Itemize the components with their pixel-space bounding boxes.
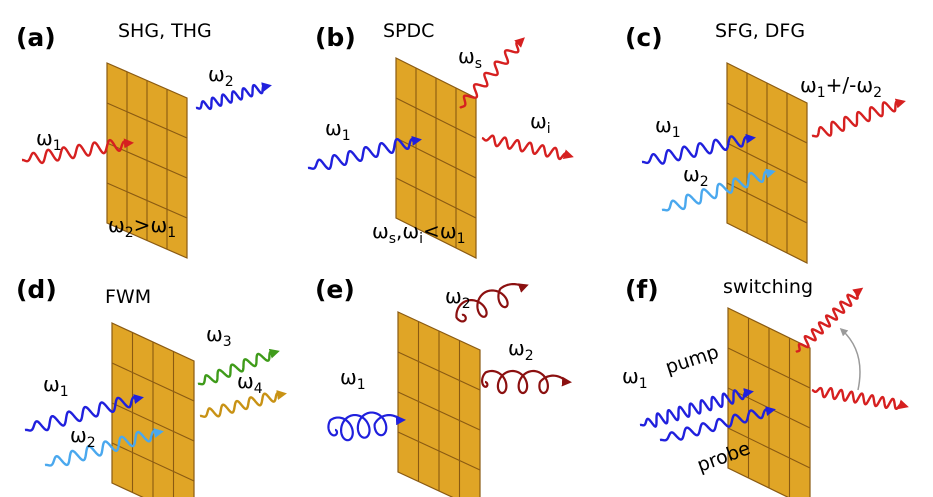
panel-label: (e) (315, 275, 355, 304)
output-label: ω1+/-ω2 (800, 73, 882, 101)
signal-output-wave (459, 37, 525, 109)
signal-label: ωs (458, 44, 482, 72)
metasurface-plate (111, 322, 195, 497)
omega4-label: ω4 (237, 369, 263, 397)
omega2-label: ω2 (70, 423, 96, 451)
pump-label: pump (663, 341, 722, 379)
omega3-output-wave (197, 348, 280, 386)
panel-label: (b) (315, 23, 356, 52)
omega2-helical-output-right (481, 369, 572, 395)
panel-f: (f) switching ω1 pump probe (622, 275, 909, 497)
omega2-top-label: ω2 (445, 284, 471, 312)
plate-grid-line (111, 442, 195, 482)
omega2-helical-output-top (455, 283, 529, 323)
metasurface-plate (727, 307, 811, 497)
panel-title: FWM (105, 286, 151, 308)
omega2-label: ω2 (683, 162, 709, 190)
idler-label: ωi (530, 109, 551, 137)
plate-grid-line (726, 182, 808, 224)
panel-c: (c) SFG, DFG ω1 ω2 ω1+/-ω2 (625, 20, 906, 264)
pump-input-wave (307, 135, 422, 171)
metasurface-plate (106, 62, 188, 259)
omega1-input-wave (24, 394, 144, 432)
panel-d: (d) FWM ω1 ω2 ω3 ω4 (16, 275, 287, 497)
switched-output-right (811, 386, 909, 410)
panel-b: (b) SPDC ωs ωi ω1 ωs,ωi<ω1 (307, 20, 574, 259)
omega2-right-label: ω2 (508, 336, 534, 364)
omega4-output-wave (199, 390, 287, 418)
plate-grid-line (727, 427, 811, 469)
omega3-label: ω3 (206, 322, 232, 350)
omega1-label: ω1 (36, 126, 62, 154)
idler-output-wave (481, 134, 574, 161)
omega1-label: ω1 (655, 113, 681, 141)
pump-input-wave (639, 388, 754, 428)
panel-title: SHG, THG (118, 20, 212, 42)
panel-a: (a) SHG, THG ω1 ω2 ω2>ω1 (16, 20, 272, 259)
pump-label: ω1 (325, 116, 351, 144)
plate-grid-line (111, 402, 195, 442)
switching-curved-arrow (839, 327, 861, 391)
omega2-input-wave (44, 428, 164, 467)
panel-label: (c) (625, 23, 663, 52)
omega1-label: ω1 (43, 372, 69, 400)
panel-title: SPDC (383, 20, 434, 42)
metasurface-plate (726, 62, 808, 264)
plate-grid-line (395, 177, 477, 219)
omega1-input-wave (21, 138, 134, 165)
omega1-input-wave (641, 133, 756, 165)
omega2-input-wave (661, 168, 776, 212)
condition-label: ω2>ω1 (108, 213, 176, 241)
plate-grid-line (397, 391, 481, 431)
panel-title: SFG, DFG (715, 20, 805, 42)
panel-label: (f) (625, 275, 659, 304)
panel-title: switching (723, 276, 813, 298)
metasurface-plate (395, 57, 477, 259)
sum-output-wave (811, 98, 906, 138)
panel-e: (e) ω1 ω2 ω2 (315, 275, 572, 497)
omega2-label: ω2 (208, 62, 234, 90)
omega1-label: ω1 (622, 364, 648, 392)
panel-label: (d) (16, 275, 57, 304)
condition-label: ωs,ωi<ω1 (372, 219, 465, 247)
plate-grid-line (726, 142, 808, 184)
omega2-output-wave (195, 82, 272, 111)
plate-grid-line (106, 182, 188, 219)
omega1-label: ω1 (340, 365, 366, 393)
switched-output-top (795, 287, 864, 353)
omega1-helical-input (327, 411, 406, 442)
panel-label: (a) (16, 23, 56, 52)
metasurface-plate (397, 311, 481, 497)
plate-grid-line (397, 431, 481, 471)
probe-input-wave (659, 406, 776, 442)
